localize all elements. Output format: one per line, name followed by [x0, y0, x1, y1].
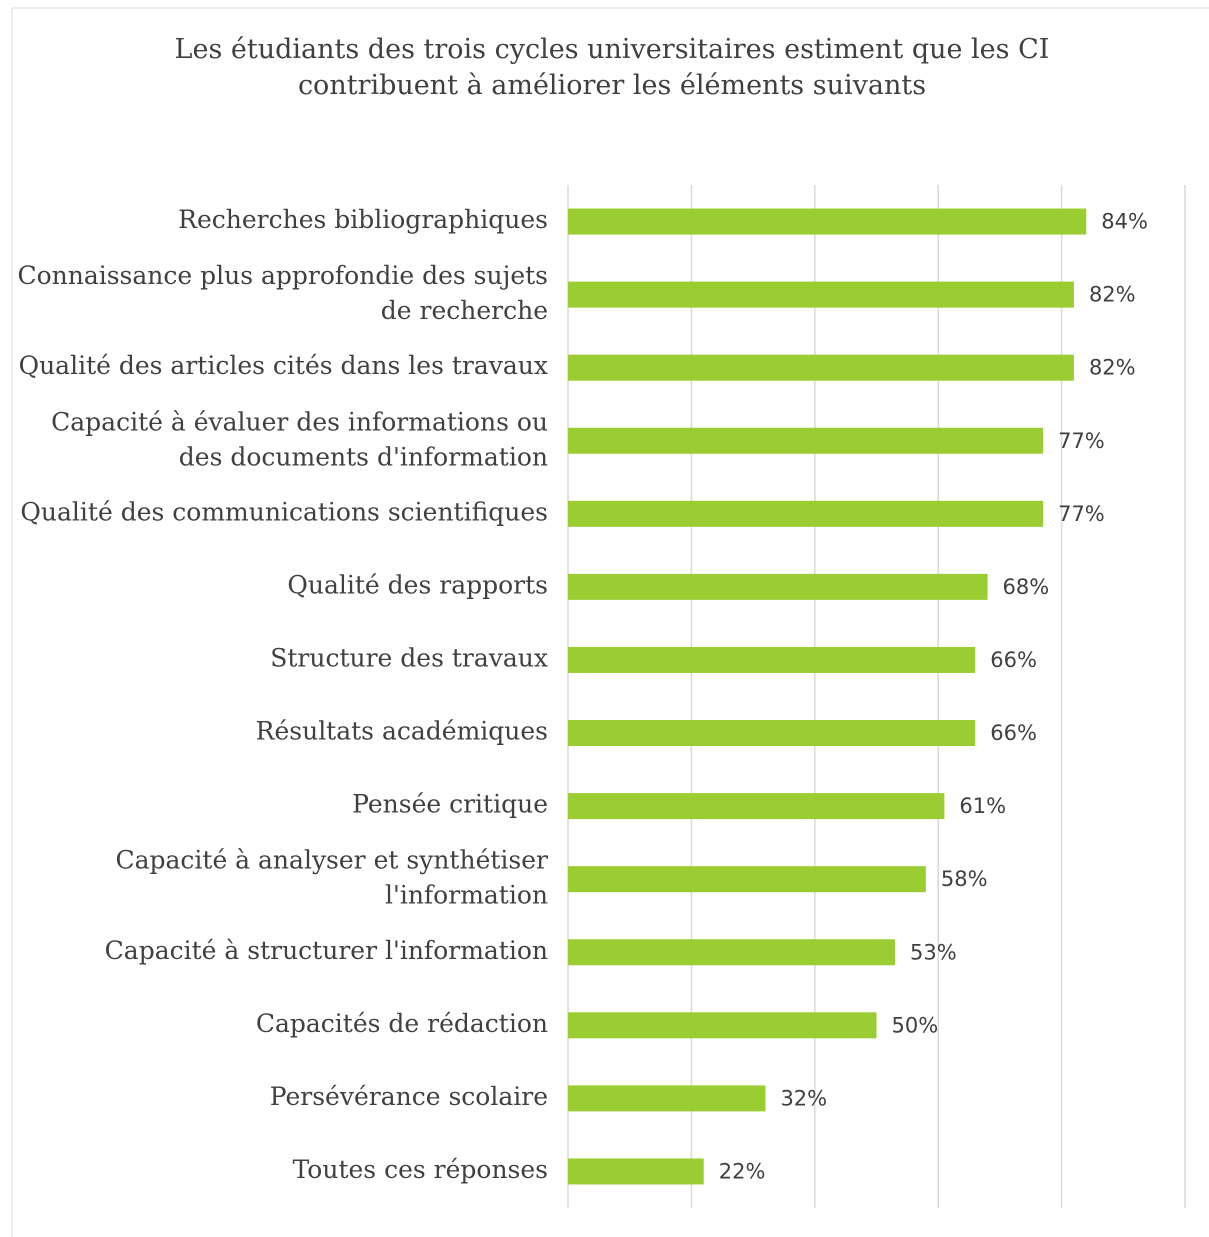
value-label: 77% — [1058, 429, 1105, 453]
bar — [568, 1085, 766, 1112]
value-label: 66% — [990, 721, 1037, 745]
bar — [568, 720, 976, 747]
category-label: Résultats académiques — [256, 717, 548, 746]
value-label: 66% — [990, 648, 1037, 672]
value-label: 82% — [1089, 356, 1136, 380]
bar — [568, 354, 1074, 381]
bar — [568, 939, 896, 966]
bar — [568, 1158, 704, 1185]
bar — [568, 573, 988, 600]
bar — [568, 646, 976, 673]
category-label: Persévérance scolaire — [270, 1082, 548, 1111]
category-label: Connaissance plus approfondie des sujets… — [17, 261, 548, 325]
value-label: 50% — [892, 1013, 939, 1037]
bar — [568, 281, 1074, 308]
category-label: Capacités de rédaction — [256, 1009, 548, 1038]
chart-title: Les étudiants des trois cycles universit… — [175, 34, 1050, 101]
category-label: Recherches bibliographiques — [178, 205, 548, 234]
value-label: 68% — [1003, 575, 1050, 599]
category-label: Qualité des articles cités dans les trav… — [19, 351, 548, 380]
category-label: Toutes ces réponses — [293, 1155, 548, 1184]
category-label: Capacité à analyser et synthétiser l'info… — [115, 845, 548, 909]
value-label: 77% — [1058, 502, 1105, 526]
value-label: 61% — [959, 794, 1006, 818]
category-label: Qualité des communications scientifiques — [20, 497, 548, 526]
bar — [568, 208, 1087, 235]
bar — [568, 1012, 877, 1039]
category-label: Pensée critique — [352, 790, 548, 819]
category-label: Capacité à structurer l'information — [105, 936, 548, 965]
bar — [568, 793, 945, 820]
value-label: 82% — [1089, 283, 1136, 307]
bar — [568, 866, 926, 893]
category-label: Structure des travaux — [270, 643, 548, 672]
value-label: 58% — [941, 867, 988, 891]
bar — [568, 500, 1044, 527]
category-label: Qualité des rapports — [287, 570, 548, 599]
value-label: 53% — [910, 940, 957, 964]
value-label: 32% — [780, 1086, 827, 1110]
bar — [568, 427, 1044, 454]
chart-frame — [11, 7, 1209, 1237]
category-label: Capacité à évaluer des informations ou de… — [51, 407, 548, 471]
value-label: 84% — [1101, 210, 1148, 234]
value-label: 22% — [719, 1159, 766, 1183]
